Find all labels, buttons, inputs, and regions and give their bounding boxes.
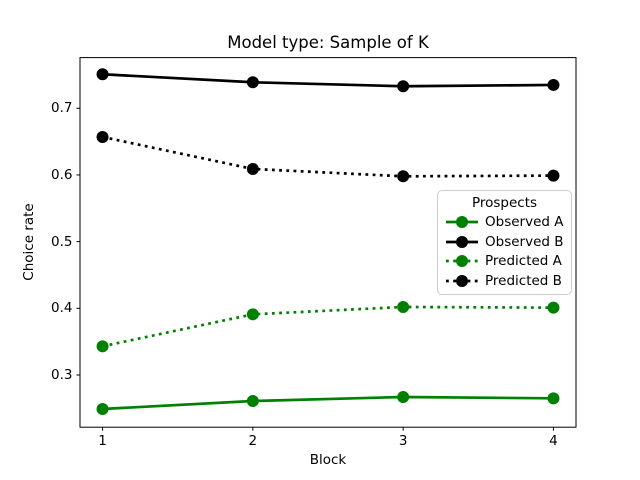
legend-label: Observed A xyxy=(485,213,564,230)
x-tick-labels: 1 2 3 4 xyxy=(0,433,640,451)
data-point-marker xyxy=(397,170,410,183)
data-point-marker xyxy=(547,169,560,182)
x-tick-label: 2 xyxy=(248,433,258,449)
series-line-observed-b xyxy=(102,72,554,88)
data-point-marker xyxy=(96,68,109,81)
legend-item-predicted-a: Predicted A xyxy=(438,252,571,272)
x-tick-label: 3 xyxy=(398,433,408,449)
legend-line-sample xyxy=(446,255,478,268)
data-point-marker xyxy=(246,394,259,407)
legend-label: Predicted B xyxy=(485,273,562,290)
data-point-marker xyxy=(246,162,259,175)
data-point-marker xyxy=(246,76,259,89)
data-point-marker xyxy=(96,130,109,143)
chart-title: Model type: Sample of K xyxy=(227,33,429,52)
legend-line-sample xyxy=(446,215,478,228)
data-point-marker xyxy=(547,301,560,314)
series-line-observed-a xyxy=(102,395,554,411)
x-tick-label: 4 xyxy=(549,433,558,449)
data-point-marker xyxy=(246,308,259,321)
data-point-marker xyxy=(397,80,410,93)
y-tick-label: 0.3 xyxy=(51,366,73,383)
legend-line-sample xyxy=(446,235,478,248)
legend-title: Prospects xyxy=(471,195,538,211)
y-tick-label: 0.5 xyxy=(51,233,73,250)
data-point-marker xyxy=(547,392,560,405)
legend-label: Predicted A xyxy=(485,253,562,270)
legend-label: Observed B xyxy=(485,233,564,250)
series-line-predicted-a xyxy=(102,305,554,348)
x-axis-label: Block xyxy=(309,452,347,468)
legend: Prospects Observed A Observed B Predicte… xyxy=(437,190,572,295)
data-point-marker xyxy=(96,402,109,415)
y-tick-label: 0.6 xyxy=(51,166,73,183)
legend-item-observed-b: Observed B xyxy=(438,232,571,252)
legend-item-observed-a: Observed A xyxy=(438,212,571,232)
data-point-marker xyxy=(547,78,560,91)
y-tick-labels: 0.3 0.4 0.5 0.6 0.7 xyxy=(0,0,73,480)
data-point-marker xyxy=(397,390,410,403)
legend-item-predicted-b: Predicted B xyxy=(438,271,571,291)
x-tick-label: 1 xyxy=(98,433,107,449)
y-tick-label: 0.7 xyxy=(51,100,73,117)
series-line-predicted-b xyxy=(102,135,554,178)
data-point-marker xyxy=(96,340,109,353)
legend-line-sample xyxy=(446,275,478,288)
y-tick-label: 0.4 xyxy=(51,300,73,317)
data-point-marker xyxy=(397,300,410,313)
